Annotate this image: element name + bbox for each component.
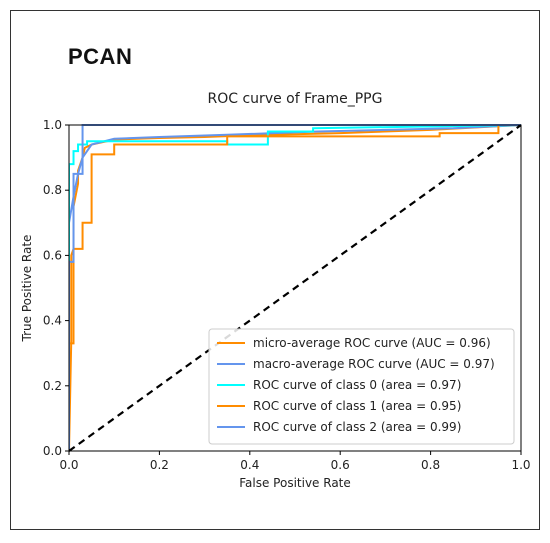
y-tick-label: 0.8 [43,183,62,197]
plot-area-frame [68,124,522,452]
y-tick-label: 0.4 [43,314,62,328]
legend-entry-label: ROC curve of class 2 (area = 0.99) [253,420,461,434]
chance-diagonal-line [69,124,521,452]
x-tick-label: 0.8 [421,458,440,472]
legend-entry-label: ROC curve of class 1 (area = 0.95) [253,399,461,413]
legend-entry-label: macro-average ROC curve (AUC = 0.97) [253,357,495,371]
x-axis-label: False Positive Rate [239,476,351,490]
chart-title: ROC curve of Frame_PPG [208,91,383,107]
roc-series-line-3 [69,124,521,451]
legend-box [208,328,515,445]
x-tick-label: 0.6 [331,458,350,472]
y-tick-label: 1.0 [43,118,62,132]
legend: micro-average ROC curve (AUC = 0.96) macr… [208,328,515,445]
y-tick-label: 0.2 [43,379,62,393]
y-axis-label: True Positive Rate [20,235,34,343]
roc-series-line-2 [69,124,521,451]
legend-entry-label: micro-average ROC curve (AUC = 0.96) [253,336,491,350]
x-tick-label: 1.0 [511,458,530,472]
x-tick-label: 0.0 [59,458,78,472]
x-tick-label: 0.2 [150,458,169,472]
legend-entry-label: ROC curve of class 0 (area = 0.97) [253,378,461,392]
x-tick-label: 0.4 [240,458,259,472]
panel-label: PCAN [68,44,133,69]
y-tick-label: 0.0 [43,444,62,458]
y-tick-label: 0.6 [43,248,62,262]
